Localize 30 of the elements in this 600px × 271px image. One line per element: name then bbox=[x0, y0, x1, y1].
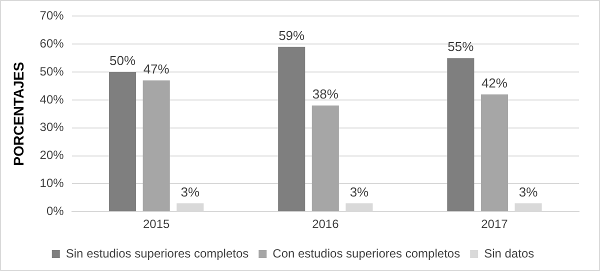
data-label: 47% bbox=[143, 61, 170, 76]
x-tick-label: 2016 bbox=[312, 217, 340, 232]
y-tick-label: 60% bbox=[40, 36, 64, 50]
y-tick-label: 70% bbox=[40, 8, 64, 23]
y-tick-label: 30% bbox=[40, 120, 64, 134]
data-label: 3% bbox=[180, 184, 200, 200]
legend-label: Sin datos bbox=[484, 246, 534, 260]
y-tick-label: 40% bbox=[40, 92, 64, 106]
legend-label: Sin estudios superiores completos bbox=[66, 246, 249, 260]
x-tick-label: 2015 bbox=[142, 217, 170, 232]
bar bbox=[447, 58, 474, 212]
bar bbox=[480, 94, 508, 212]
bar bbox=[142, 80, 170, 212]
x-tick-label: 2017 bbox=[481, 217, 508, 232]
data-label: 55% bbox=[448, 39, 474, 54]
legend-label: Con estudios superiores completos bbox=[272, 246, 460, 260]
y-tick-label: 50% bbox=[40, 64, 64, 78]
bar bbox=[109, 72, 136, 212]
data-label: 42% bbox=[481, 75, 508, 90]
data-label: 38% bbox=[312, 86, 339, 102]
y-axis-title: PORCENTAJES bbox=[10, 62, 26, 166]
y-tick-label: 0% bbox=[46, 204, 64, 218]
data-label: 59% bbox=[278, 28, 306, 43]
bar bbox=[278, 46, 306, 212]
data-label: 3% bbox=[518, 184, 538, 200]
y-tick-label: 10% bbox=[40, 176, 64, 190]
bar bbox=[312, 106, 339, 212]
data-label: 50% bbox=[110, 53, 136, 68]
y-tick-label: 20% bbox=[40, 148, 64, 162]
data-label: 3% bbox=[350, 184, 370, 200]
